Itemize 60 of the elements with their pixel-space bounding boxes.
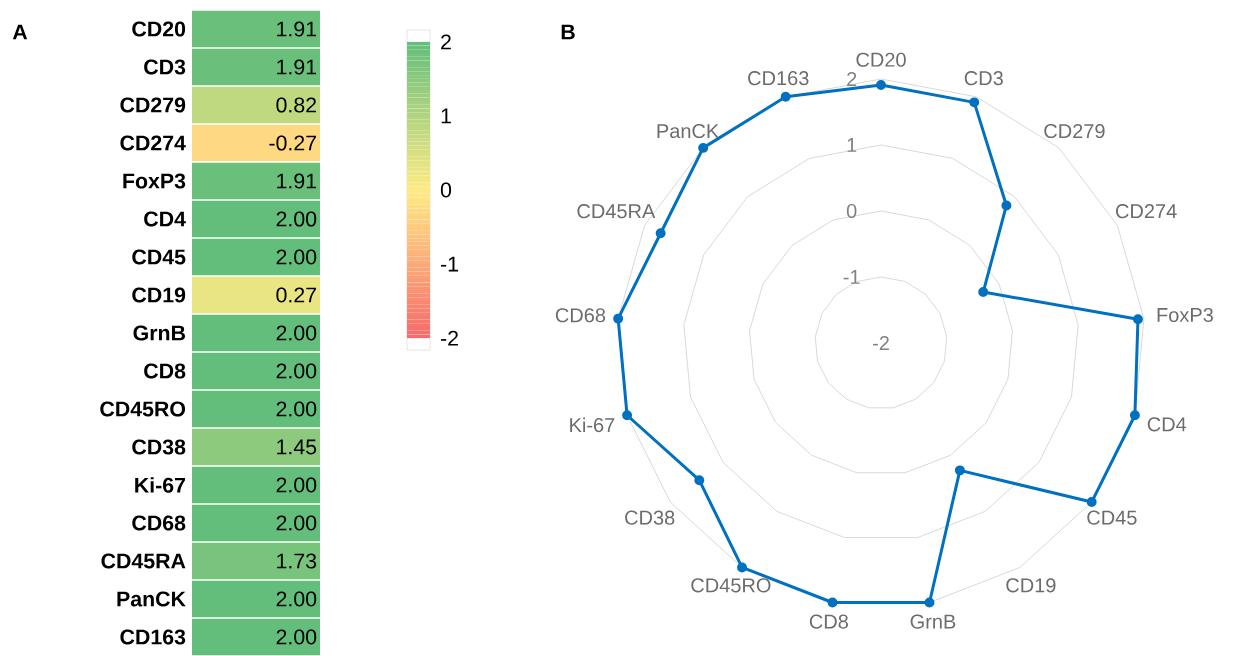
y-tick-label: CD38 [132,439,186,455]
y-tick-label: Ki-67 [135,477,186,493]
y-tick-label: CD274 [120,135,186,151]
spoke-label: GrnB [910,614,956,629]
y-tick-label: CD68 [132,515,186,531]
data-label: 1.45 [277,439,317,455]
y-tick-label: CD20 [132,21,186,37]
spoke-label: CD68 [555,308,606,323]
y-tick-label: CD163 [120,629,186,645]
data-label: 2.00 [276,325,317,341]
y-tick-label: CD45 [132,249,186,265]
spoke-label: CD45 [1087,510,1137,525]
spoke-label: CD163 [748,71,809,86]
text: A [12,24,28,40]
y-tick-label: CD45RO [100,401,186,417]
y-tick-label: CD279 [120,97,186,113]
spoke-label: FoxP3 [1157,307,1213,323]
spoke-label: PanCK [657,123,720,139]
color-bar-label: 1 [441,108,451,124]
color-bar-label: 0 [440,182,452,198]
y-tick-label: CD45RA [101,553,186,569]
y-tick-label: -1 [843,270,860,284]
spoke-label: CD19 [1006,578,1056,593]
spoke-label: CD4 [1147,417,1187,432]
y-tick-label: CD4 [144,211,186,227]
data-label: 1.91 [277,59,317,75]
data-label: 2.00 [276,249,317,265]
data-label: -0.27 [269,135,316,151]
y-tick-label: 0 [846,203,857,219]
data-label: 1.91 [277,173,317,189]
y-tick-label: CD19 [132,287,186,303]
data-label: 2.00 [276,401,317,417]
y-tick-label: FoxP3 [123,173,186,189]
y-tick-label: PanCK [117,591,186,607]
color-bar-label: -2 [440,330,458,346]
y-tick-label: 2 [847,72,857,86]
spoke-label: CD45RO [691,578,771,593]
y-tick-label: CD3 [144,59,186,75]
data-label: 2.00 [276,515,317,531]
y-tick-label: GrnB [133,325,185,341]
chart-title: B [561,24,575,40]
spoke-label: CD274 [1116,204,1177,219]
data-label: 2.00 [276,477,317,493]
data-label: 1.73 [277,553,317,569]
spoke-label: CD38 [625,510,675,525]
data-label: 2.00 [276,211,317,227]
data-label: 2.00 [276,591,317,607]
spoke-label: CD279 [1044,123,1105,139]
color-bar-label: -1 [440,256,458,272]
data-label: 2.00 [276,363,317,379]
data-label: 2.00 [276,629,317,645]
data-label: 1.91 [277,21,317,37]
color-bar-label: 2 [441,34,451,50]
y-tick-label: CD8 [144,363,186,379]
spoke-label: CD3 [964,71,1003,86]
spoke-label: CD45RA [577,204,656,219]
data-label: 0.27 [276,287,316,303]
data-label: 0.82 [276,97,316,113]
spoke-label: Ki-67 [570,417,615,433]
y-tick-label: 1 [847,138,857,152]
